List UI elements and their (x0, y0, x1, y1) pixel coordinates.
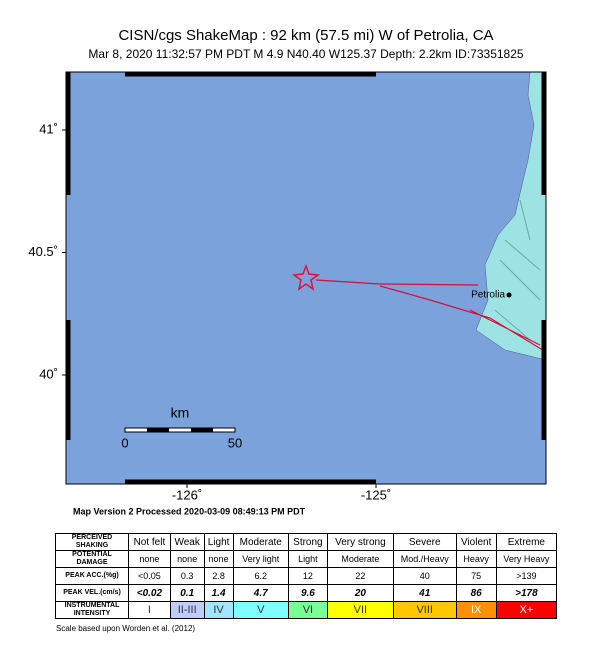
legend-cell: VIII (392, 601, 457, 619)
legend-cell: VII (326, 601, 394, 619)
legend-cell: none (128, 550, 171, 568)
legend-cell: Very strong (326, 533, 394, 551)
lat-label: 40.5˚ (28, 244, 58, 259)
legend-cell: X+ (495, 601, 558, 619)
legend-cell: 20 (326, 584, 394, 602)
legend-cell: <0.02 (128, 584, 171, 602)
frame-band (65, 71, 547, 485)
legend-cell: Not felt (128, 533, 171, 551)
scale-end: 50 (228, 435, 242, 450)
legend-cell: Extreme (495, 533, 558, 551)
legend-cell: Very light (232, 550, 289, 568)
legend-cell: Light (287, 550, 328, 568)
legend-cell: <0.05 (128, 567, 171, 585)
map-figure: CISN/cgs ShakeMap : 92 km (57.5 mi) W of… (28, 27, 547, 516)
row-label: PEAK VEL.(cm/s) (55, 584, 129, 602)
footnote: Scale based upon Worden et al. (2012) (56, 624, 196, 633)
legend-cell: I (128, 601, 171, 619)
scale-bar (124, 427, 236, 433)
legend-cell: Violent (455, 533, 497, 551)
scale-unit: km (171, 405, 190, 421)
row-label: PERCEIVED SHAKING (55, 533, 129, 551)
legend-cell: IX (455, 601, 497, 619)
lat-label: 41˚ (39, 121, 58, 136)
legend-cell: 41 (392, 584, 457, 602)
place-label: Petrolia (471, 290, 505, 301)
legend-cell: 0.1 (169, 584, 205, 602)
legend-cell: Mod./Heavy (392, 550, 457, 568)
row-label: INSTRUMENTAL INTENSITY (55, 601, 129, 619)
legend-cell: 1.4 (203, 584, 234, 602)
fault-line (315, 279, 547, 353)
row-label: POTENTIAL DAMAGE (55, 550, 129, 568)
legend-row: INSTRUMENTAL INTENSITY I II-III IV V VI VII VII… (55, 601, 558, 619)
legend-row: PEAK ACC.(%g) <0.05 0.3 2.8 6.2 12 22 40 75 >139 (55, 567, 558, 585)
legend-cell: 86 (455, 584, 497, 602)
epicenter (291, 263, 321, 291)
legend-cell: 9.6 (287, 584, 328, 602)
legend-cell: Weak (169, 533, 205, 551)
legend-row: PEAK VEL.(cm/s) <0.02 0.1 1.4 4.7 9.6 20 41 86 >1… (55, 584, 558, 602)
legend-cell: Moderate (232, 533, 289, 551)
title: CISN/cgs ShakeMap : 92 km (57.5 mi) W of… (118, 27, 493, 44)
subtitle: Mar 8, 2020 11:32:57 PM PDT M 4.9 N40.40… (88, 47, 523, 61)
legend-cell: 12 (287, 567, 328, 585)
legend-cell: 2.8 (203, 567, 234, 585)
legend-cell: >139 (495, 567, 558, 585)
legend-cell: Heavy (455, 550, 497, 568)
lon-label: -126˚ (172, 487, 202, 502)
legend-cell: 40 (392, 567, 457, 585)
legend-cell: II-III (169, 601, 205, 619)
version-note: Map Version 2 Processed 2020-03-09 08:49… (73, 506, 306, 516)
legend-cell: Light (203, 533, 234, 551)
legend-cell: 4.7 (232, 584, 289, 602)
row-label: PEAK ACC.(%g) (55, 567, 129, 585)
legend-cell: none (169, 550, 205, 568)
scale-start: 0 (121, 435, 128, 450)
legend-cell: VI (287, 601, 328, 619)
legend-row: POTENTIAL DAMAGE none none none Very light Li… (55, 550, 558, 568)
legend-cell: Moderate (326, 550, 394, 568)
lat-label: 40˚ (39, 366, 58, 381)
legend-cell: Strong (287, 533, 328, 551)
legend-cell: 22 (326, 567, 394, 585)
town (506, 292, 512, 298)
legend-cell: V (232, 601, 289, 619)
ocean (66, 72, 546, 484)
legend-cell: Very Heavy (495, 550, 558, 568)
legend-cell: 75 (455, 567, 497, 585)
legend-cell: Severe (392, 533, 457, 551)
legend-cell: 6.2 (232, 567, 289, 585)
intensity-legend: PERCEIVED SHAKING Not felt Weak Light Modera… (55, 533, 558, 619)
lon-label: -125˚ (361, 487, 391, 502)
legend-cell: none (203, 550, 234, 568)
legend-cell: IV (203, 601, 234, 619)
legend-cell: >178 (495, 584, 558, 602)
terrain (494, 199, 541, 341)
legend-cell: 0.3 (169, 567, 205, 585)
legend-row: PERCEIVED SHAKING Not felt Weak Light Modera… (55, 533, 558, 551)
